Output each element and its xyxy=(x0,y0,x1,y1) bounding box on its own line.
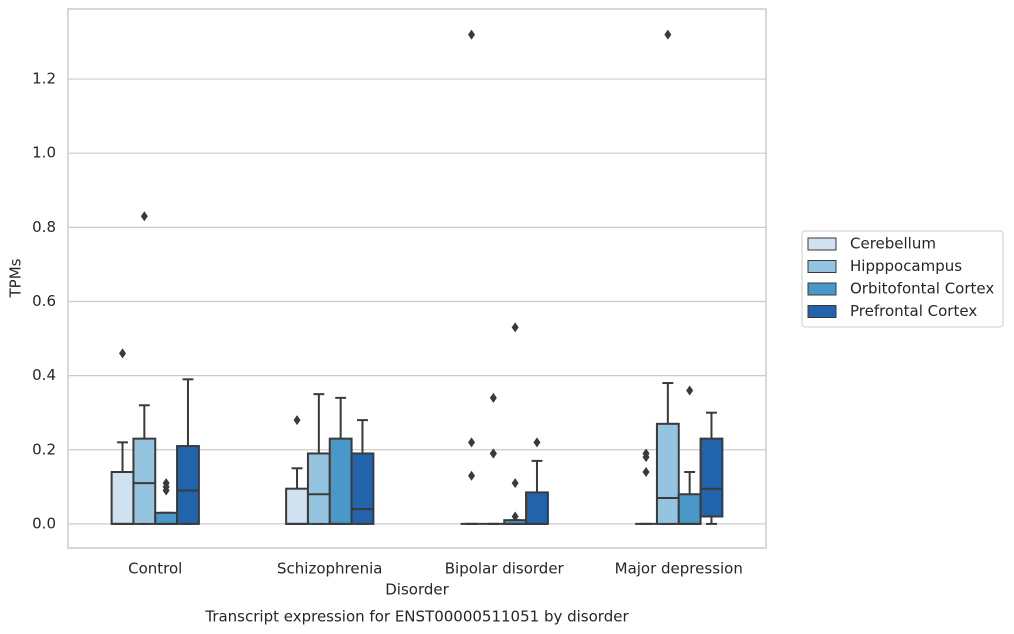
outlier xyxy=(511,511,519,522)
outlier xyxy=(533,437,541,448)
outlier xyxy=(642,452,650,463)
outlier xyxy=(162,485,170,496)
legend-label: Orbitofontal Cortex xyxy=(850,280,994,298)
y-tick-label: 0.0 xyxy=(32,514,56,532)
y-tick-label: 0.2 xyxy=(32,440,56,458)
box xyxy=(110,471,135,525)
legend-label: Cerebellum xyxy=(850,235,936,253)
outlier xyxy=(489,392,497,403)
box xyxy=(285,487,309,525)
outlier xyxy=(293,415,301,426)
chart-title: Transcript expression for ENST0000051105… xyxy=(204,608,629,626)
outlier xyxy=(468,29,476,40)
legend-swatch xyxy=(807,237,837,251)
outlier xyxy=(511,322,519,333)
y-tick-label: 0.4 xyxy=(32,366,56,384)
box xyxy=(328,437,353,525)
box xyxy=(525,491,549,525)
box xyxy=(132,437,157,525)
legend-swatch xyxy=(807,260,837,273)
box xyxy=(699,437,724,518)
outlier xyxy=(119,348,127,359)
x-tick-label: Control xyxy=(128,560,182,578)
x-tick-label: Schizophrenia xyxy=(277,560,382,578)
box xyxy=(655,422,680,525)
outlier xyxy=(642,467,650,478)
outlier xyxy=(468,470,476,481)
box xyxy=(677,493,702,525)
outlier xyxy=(468,437,476,448)
legend-swatch xyxy=(807,282,837,296)
outlier xyxy=(686,385,694,396)
y-axis-label: TPMs xyxy=(7,258,25,298)
plot-frame xyxy=(67,8,767,549)
x-tick-label: Major depression xyxy=(615,560,743,578)
y-tick-label: 0.6 xyxy=(32,292,56,310)
box xyxy=(176,445,200,525)
legend-swatch xyxy=(807,305,837,318)
x-axis-label: Disorder xyxy=(385,581,449,599)
outlier xyxy=(140,211,148,222)
box xyxy=(306,452,331,525)
y-tick-label: 0.8 xyxy=(32,218,56,236)
x-tick-label: Bipolar disorder xyxy=(445,560,565,578)
outlier xyxy=(511,478,519,489)
outlier xyxy=(489,448,497,459)
legend-label: Prefrontal Cortex xyxy=(850,302,977,320)
y-tick-label: 1.2 xyxy=(32,70,56,88)
outlier xyxy=(664,29,672,40)
box xyxy=(154,511,179,525)
legend-label: Hipppocampus xyxy=(850,257,962,275)
y-tick-label: 1.0 xyxy=(32,144,56,162)
box xyxy=(350,452,375,525)
legend xyxy=(801,230,1004,328)
